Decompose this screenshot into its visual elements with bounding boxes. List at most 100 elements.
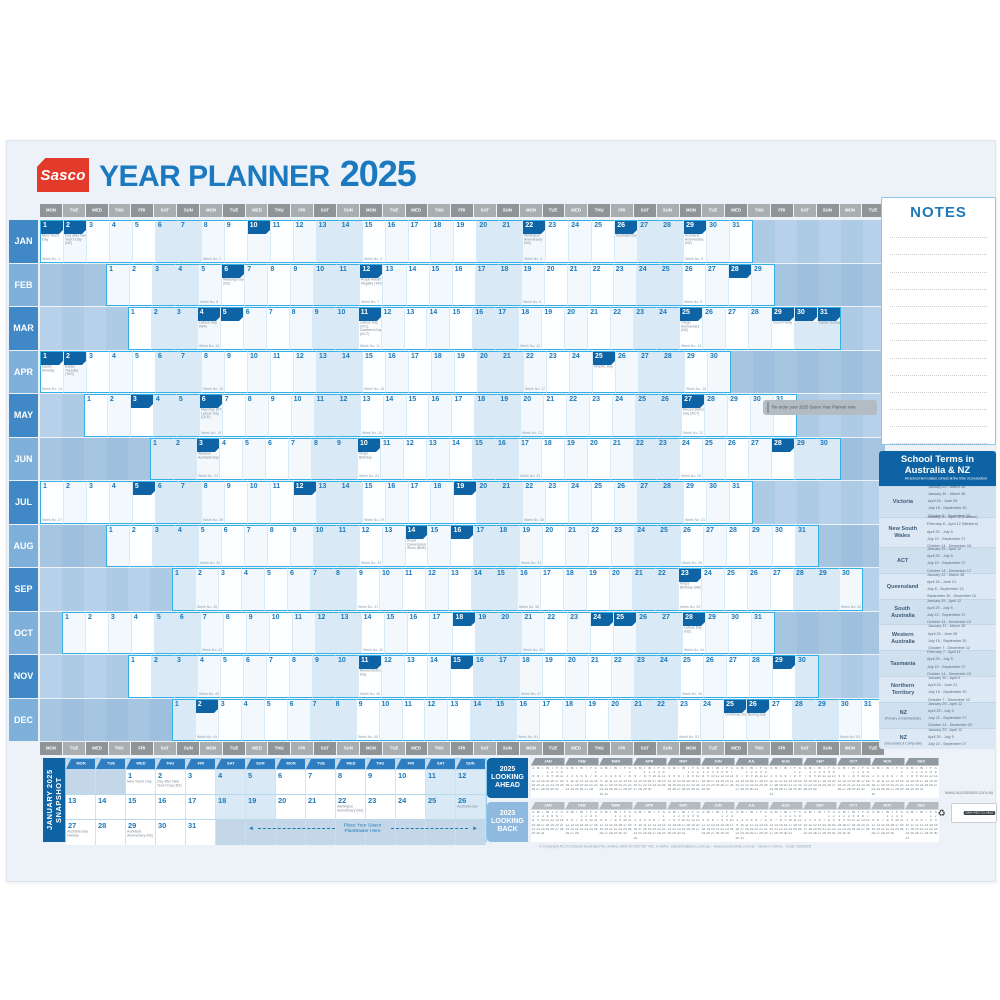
mini-month: MAR S M T W T F S 1 2 3 4 5 6 7 8 9 10 11 12 13 14 15 16 17 18 19 2… <box>599 758 633 798</box>
planner-cell <box>40 655 62 698</box>
term-date-line: January 31 - March 28 <box>927 624 965 629</box>
date-number: 5 <box>220 308 243 322</box>
mini-week-inner: 20 21 22 23 24 25 26 <box>769 828 802 832</box>
mini-date: 3 <box>605 775 607 779</box>
planner-cell <box>862 220 885 263</box>
snapshot-cell: 27 Australia Day Holiday <box>66 820 96 845</box>
region-sub: Australia <box>890 612 915 619</box>
mini-day-letter: T <box>653 810 656 814</box>
planner-cell: 24 <box>702 568 725 611</box>
mini-date: 8 <box>838 819 841 823</box>
date-number: 17 <box>498 309 507 316</box>
planner-cell: 27 <box>704 524 728 567</box>
planner-cell: 28 <box>661 481 685 524</box>
mini-date: 15 <box>579 823 584 827</box>
mini-date: 14 <box>759 823 763 827</box>
date-number: 16 <box>387 222 396 229</box>
mini-date: 15 <box>545 779 550 783</box>
mini-date: 28 <box>740 788 744 792</box>
school-terms-row: Victoria January 29 - March 28 January 30 … <box>879 485 996 518</box>
planner-cell: 22 <box>589 524 613 567</box>
term-date-line: April 29 - July 5 <box>926 657 953 662</box>
mini-date: 21 <box>740 784 744 788</box>
mini-date: 11 <box>745 823 749 827</box>
mini-date: 13 <box>652 823 657 827</box>
date-number: 18 <box>544 439 552 447</box>
mini-date: 23 <box>783 828 788 832</box>
snapshot-holiday-note: New Year's Day <box>127 780 152 784</box>
mini-week-row: 15 16 17 18 19 20 21 <box>701 780 735 784</box>
term-date-line: April 29 - July 5 <box>926 606 953 610</box>
mini-date: 1 <box>930 814 932 819</box>
week-number: Week No. 47 <box>521 692 542 696</box>
mini-month: MAY S M T W T F S 1 2 3 4 5 6 7 8 9 10 11 12 13 14 15 16 17 18 19 2… <box>667 758 701 798</box>
planner-cell: 6 <box>221 524 245 567</box>
date-number: 11 <box>273 352 281 360</box>
snapshot-day-label: THU <box>376 762 385 766</box>
month-label: FEB <box>9 263 38 306</box>
mini-week-row: 27 28 29 30 31 <box>735 788 769 792</box>
week-number: Week No. 19 <box>200 431 221 435</box>
mini-week-row: 30 31 <box>735 837 769 841</box>
date-number: 2 <box>131 526 136 534</box>
planner-cell: 15 Week No. 29 <box>362 481 386 524</box>
mini-date <box>661 788 666 792</box>
planner-cell: 9 <box>224 481 248 524</box>
region-cell: Victoria <box>879 487 927 517</box>
week-number: Week No. 4 <box>524 257 543 261</box>
mini-date: 3 <box>804 819 807 823</box>
mini-week-row: 9 10 11 12 13 14 15 <box>599 780 633 784</box>
term-date-line: January 30 - April 5 <box>927 676 960 681</box>
planner-sheet: Sasco YEAR PLANNER 2025 MON TUE WED THU FRI S… <box>6 140 997 882</box>
mini-day-letter: M <box>808 766 812 770</box>
planner-cell: 30 <box>707 481 731 524</box>
region-name: Victoria <box>892 498 913 505</box>
date-number: 9 <box>227 352 231 360</box>
snapshot-cell: 3 <box>186 770 216 795</box>
mini-day-letter: T <box>541 810 544 814</box>
date-number: 18 <box>522 657 530 664</box>
day-header-cell: WED <box>245 742 268 755</box>
planner-cell: 15 <box>384 611 408 654</box>
mini-week-inner: 27 28 29 30 <box>633 788 666 792</box>
arrow-left-icon: ◄ <box>248 825 254 832</box>
planner-cell: 18 <box>563 698 587 741</box>
mini-date <box>899 793 904 797</box>
snapshot-day-header: SUN <box>456 759 485 769</box>
date-number: 1 <box>41 351 63 366</box>
mini-month-tab: JUL <box>735 802 769 810</box>
mini-date: 24 <box>555 784 559 788</box>
mini-day-letter: T <box>575 766 578 770</box>
day-header-cell: WED <box>85 742 108 755</box>
mini-week-row: 11 12 13 14 15 16 17 <box>701 824 735 828</box>
date-number: 6 <box>289 700 294 708</box>
mini-week-row <box>837 793 871 797</box>
mini-date: 24 <box>876 788 880 792</box>
mini-date: 2 <box>736 819 739 823</box>
mini-day-letter: W <box>851 810 856 814</box>
day-header-cell: THU <box>428 204 451 217</box>
planner-cell <box>150 568 172 611</box>
mini-date: 10 <box>817 775 822 779</box>
mini-day-letter: T <box>813 810 816 814</box>
term-date-line: July 22 - September 27 <box>926 537 966 541</box>
mini-date: 12 <box>871 823 876 827</box>
mini-date: 3 <box>896 814 898 819</box>
holiday-note: Remembrance Day <box>360 669 382 677</box>
region-cell: Queensland <box>879 574 926 599</box>
mini-day-letter: F <box>861 810 864 814</box>
planner-cell: 23 <box>613 263 637 306</box>
mini-day-letter: T <box>755 766 758 770</box>
mini-week-inner: 9 10 11 12 13 14 15 <box>565 780 598 784</box>
mini-date: 13 <box>817 823 822 827</box>
snapshot-day-label: WED <box>345 762 356 766</box>
day-header-cell: MON <box>519 204 542 217</box>
mini-date: 22 <box>627 784 632 788</box>
mini-date: 11 <box>559 775 564 779</box>
day-header-label: MON <box>525 746 536 751</box>
